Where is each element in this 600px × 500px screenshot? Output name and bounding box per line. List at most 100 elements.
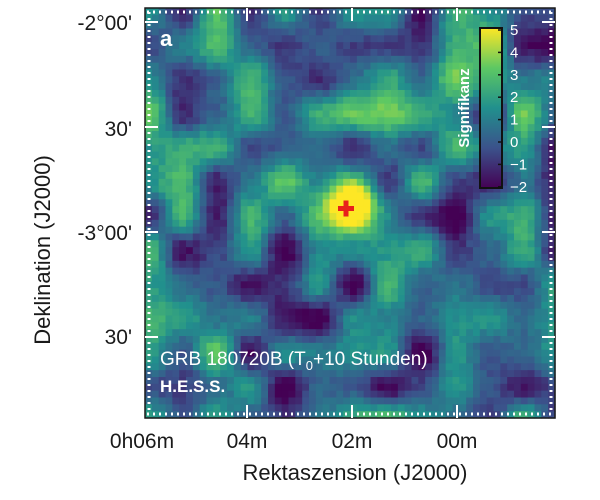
heatmap-cell [199, 213, 208, 221]
heatmap-cell [500, 404, 508, 412]
heatmap-cell [220, 83, 228, 91]
heatmap-cell [391, 308, 399, 317]
heatmap-cell [514, 267, 522, 276]
heatmap-cell [404, 315, 413, 323]
heatmap-cell [363, 96, 372, 105]
heatmap-cell [459, 206, 467, 214]
heatmap-cell [186, 397, 194, 405]
heatmap-cell [479, 199, 488, 207]
heatmap-cell [336, 62, 344, 71]
heatmap-cell [295, 21, 303, 30]
heatmap-cell [199, 172, 208, 180]
heatmap-cell [397, 397, 406, 405]
heatmap-cell [206, 288, 214, 296]
heatmap-cell [158, 35, 167, 43]
heatmap-cell [179, 158, 187, 166]
heatmap-cell [384, 377, 392, 385]
heatmap-cell [534, 404, 542, 412]
heatmap-cell [438, 69, 447, 77]
heatmap-cell [247, 295, 255, 303]
heatmap-cell [500, 28, 508, 36]
heatmap-cell [370, 349, 378, 358]
heatmap-cell [240, 192, 249, 200]
heatmap-cell [520, 219, 529, 228]
heatmap-cell [377, 226, 385, 235]
heatmap-cell [247, 124, 255, 132]
heatmap-cell [541, 383, 549, 392]
heatmap-cell [220, 336, 228, 344]
heatmap-cell [261, 185, 269, 194]
heatmap-cell [350, 137, 358, 146]
heatmap-cell [363, 137, 372, 146]
heatmap-cell [343, 363, 351, 371]
heatmap-cell [309, 267, 317, 276]
heatmap-cell [363, 131, 372, 139]
heatmap-cell [541, 131, 549, 139]
heatmap-cell [404, 219, 413, 228]
heatmap-cell [329, 137, 337, 146]
heatmap-cell [261, 274, 269, 282]
heatmap-cell [397, 165, 406, 173]
heatmap-cell [514, 226, 522, 235]
heatmap-cell [493, 411, 501, 419]
heatmap-cell [473, 62, 481, 71]
heatmap-cell [192, 267, 201, 276]
heatmap-cell [179, 35, 187, 43]
heatmap-cell [397, 411, 406, 419]
heatmap-cell [172, 315, 180, 323]
heatmap-cell [397, 213, 406, 221]
heatmap-cell [527, 342, 536, 351]
heatmap-cell [274, 178, 283, 187]
heatmap-cell [418, 178, 426, 187]
heatmap-cell [199, 8, 208, 16]
heatmap-cell [268, 397, 276, 405]
heatmap-cell [309, 336, 317, 344]
heatmap-cell [274, 206, 283, 214]
heatmap-cell [315, 158, 324, 166]
heatmap-cell [418, 110, 426, 118]
heatmap-cell [336, 301, 344, 310]
heatmap-cell [233, 144, 242, 153]
heatmap-cell [302, 8, 310, 16]
heatmap-cell [384, 185, 392, 194]
heatmap-cell [548, 383, 556, 392]
heatmap-cell [302, 172, 310, 180]
heatmap-cell [247, 35, 255, 43]
heatmap-cell [438, 383, 447, 392]
heatmap-cell [473, 151, 481, 159]
heatmap-cell [227, 199, 235, 207]
heatmap-cell [500, 14, 508, 23]
heatmap-cell [343, 219, 351, 228]
heatmap-cell [322, 28, 331, 36]
heatmap-cell [233, 28, 242, 36]
heatmap-cell [274, 213, 283, 221]
heatmap-cell [486, 295, 495, 303]
heatmap-cell [186, 363, 194, 371]
heatmap-cell [336, 274, 344, 282]
heatmap-cell [343, 103, 351, 112]
heatmap-cell [507, 90, 515, 98]
heatmap-cell [240, 219, 249, 228]
heatmap-cell [227, 124, 235, 132]
heatmap-cell [254, 206, 262, 214]
heatmap-cell [186, 42, 194, 50]
colorbar-tick-label: 5 [510, 22, 518, 39]
heatmap-cell [527, 206, 536, 214]
heatmap-cell [158, 370, 167, 378]
heatmap-cell [315, 240, 324, 248]
heatmap-cell [548, 83, 556, 91]
heatmap-cell [356, 383, 365, 392]
heatmap-cell [343, 349, 351, 358]
heatmap-cell [295, 404, 303, 412]
heatmap-cell [336, 288, 344, 296]
heatmap-cell [520, 363, 529, 371]
heatmap-cell [268, 349, 276, 358]
heatmap-cell [411, 199, 419, 207]
heatmap-cell [404, 124, 413, 132]
heatmap-cell [247, 185, 255, 194]
heatmap-cell [541, 240, 549, 248]
heatmap-cell [227, 247, 235, 255]
heatmap-cell [473, 28, 481, 36]
heatmap-cell [213, 49, 221, 57]
heatmap-cell [527, 383, 536, 392]
